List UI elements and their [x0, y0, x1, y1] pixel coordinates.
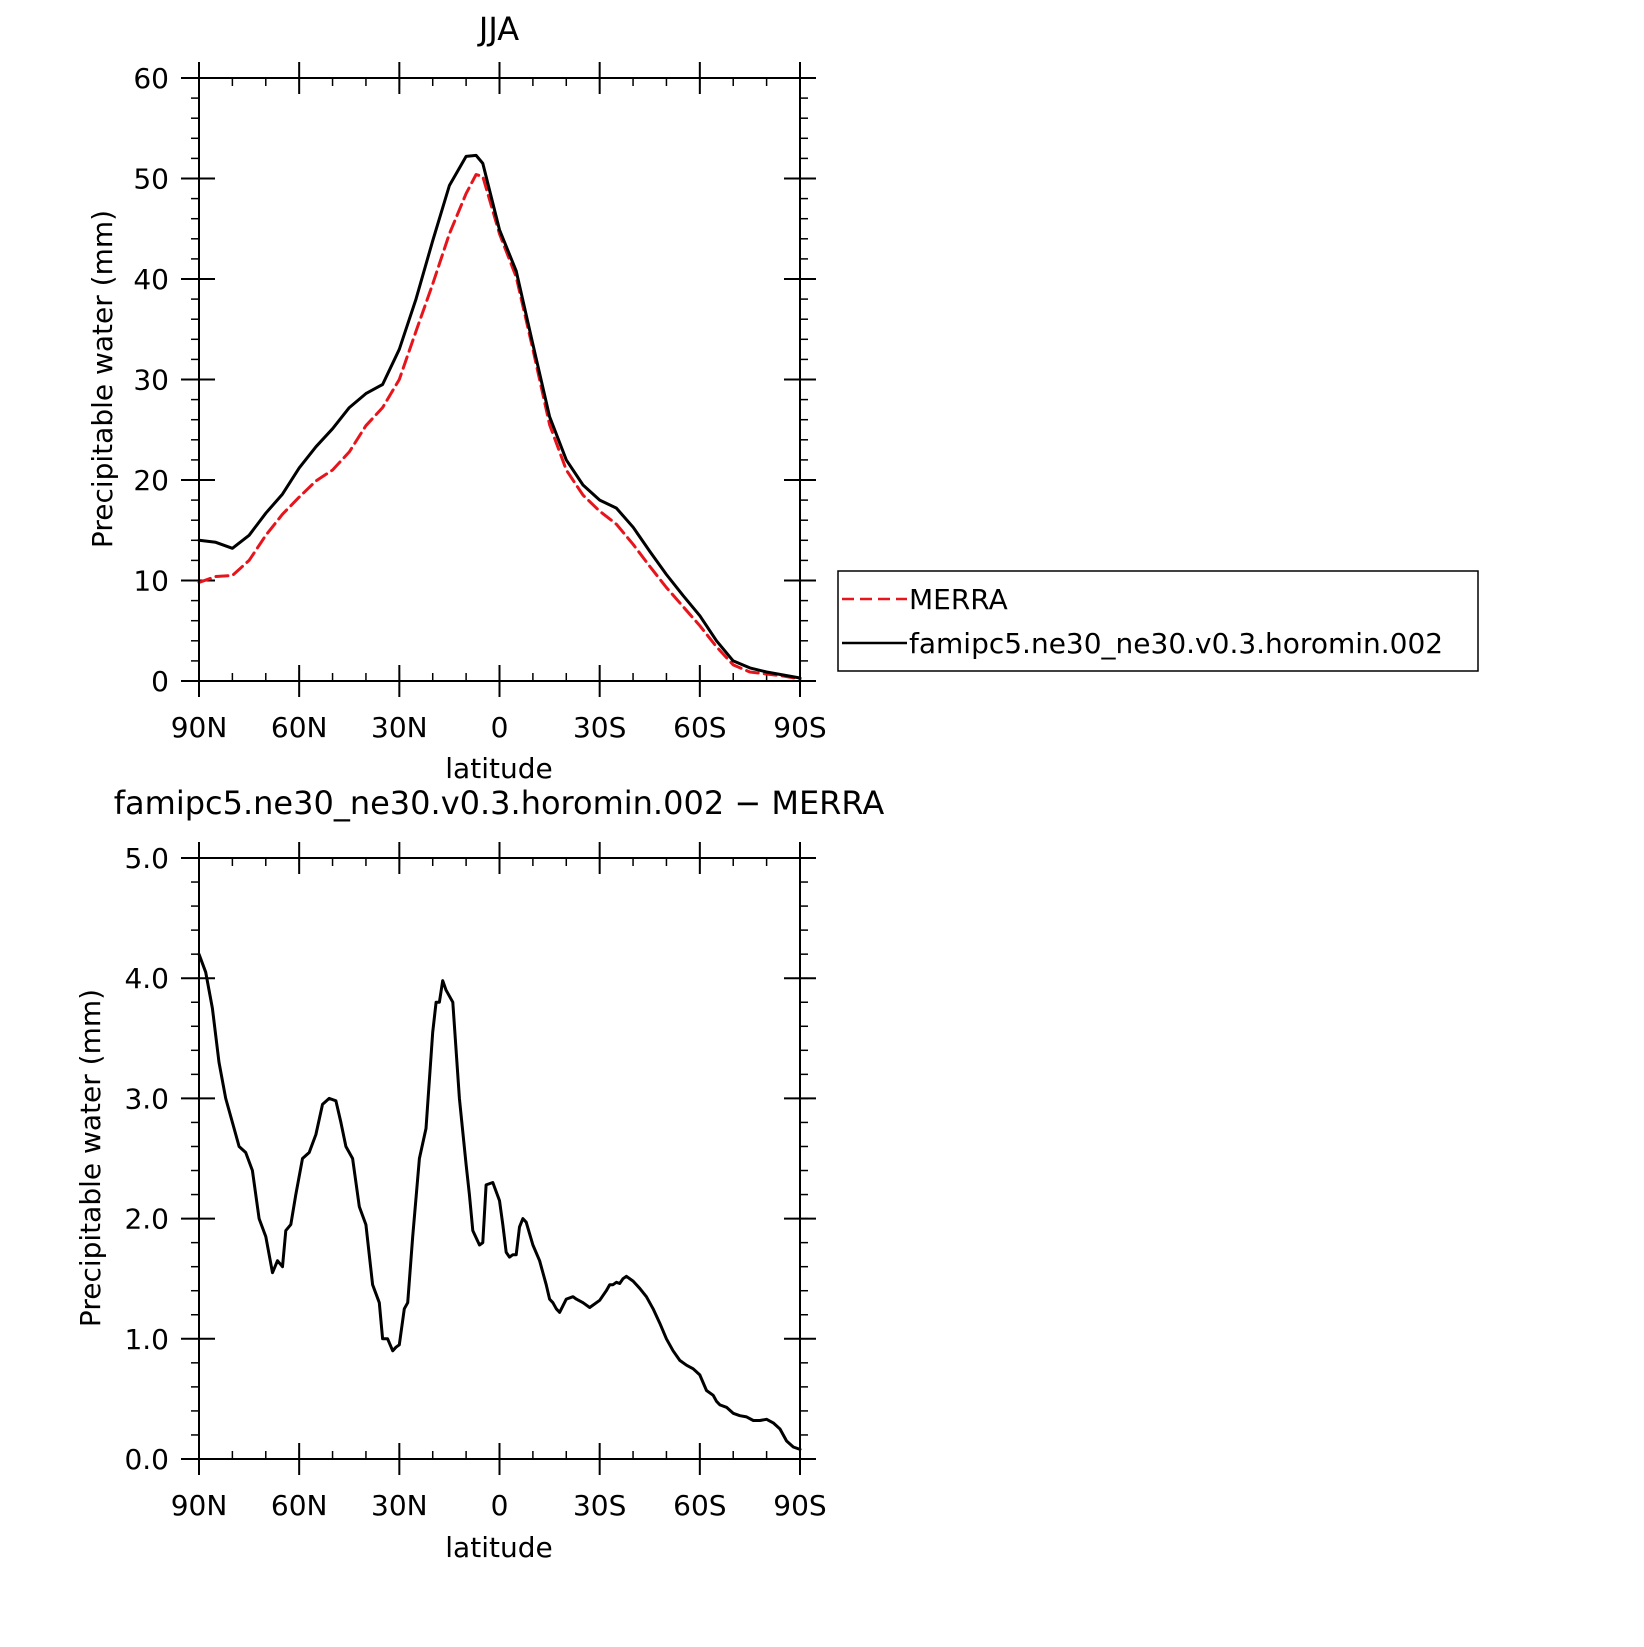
model-series-line — [197, 153, 802, 680]
top-panel-y-tick-label: 20 — [133, 464, 169, 497]
top-panel-y-tick-label: 50 — [133, 163, 169, 196]
bottom-panel-x-tick-label: 60S — [673, 1489, 726, 1522]
bottom-panel-x-tick-label: 30N — [371, 1489, 428, 1522]
bottom-panel-x-tick-label: 30S — [573, 1489, 626, 1522]
bottom-panel-y-tick-label: 1.0 — [124, 1323, 169, 1356]
bottom-panel-y-tick-label: 4.0 — [124, 962, 169, 995]
legend-label-model: famipc5.ne30_ne30.v0.3.horomin.002 — [909, 627, 1443, 660]
top-panel-y-tick-label: 40 — [133, 263, 169, 296]
top-panel: JJA latitude Precipitable water (mm) 90N… — [86, 10, 827, 785]
top-panel-x-tick-label: 60N — [271, 711, 328, 744]
top-panel-frame — [198, 77, 801, 682]
top-panel-y-tick-label: 10 — [133, 565, 169, 598]
bottom-panel-y-tick-label: 3.0 — [124, 1082, 169, 1115]
bottom-panel-x-tick-label: 0 — [491, 1489, 509, 1522]
bottom-panel-x-tick-label: 60N — [271, 1489, 328, 1522]
top-panel-plot-layer: 90N 60N 30N 0 30S 60S 90S 0 10 20 30 40 50 60 — [133, 62, 827, 744]
top-panel-title: JJA — [477, 10, 519, 48]
bottom-panel: famipc5.ne30_ne30.v0.3.horomin.002 − MER… — [74, 784, 884, 1564]
top-panel-y-axis-label: Precipitable water (mm) — [86, 210, 119, 548]
bottom-panel-title: famipc5.ne30_ne30.v0.3.horomin.002 − MER… — [114, 784, 885, 822]
bottom-panel-plot-layer: 90N 60N 30N 0 30S 60S 90S 0.0 1.0 2.0 3.0 4.0 5.0 — [124, 842, 827, 1522]
bottom-panel-x-axis-label: latitude — [445, 1531, 552, 1564]
bottom-panel-x-tick-label: 90S — [773, 1489, 826, 1522]
top-panel-x-tick-label: 30S — [573, 711, 626, 744]
bottom-panel-y-tick-label: 5.0 — [124, 842, 169, 875]
top-panel-y-tick-label: 30 — [133, 364, 169, 397]
legend-box — [837, 570, 1479, 672]
legend: MERRA famipc5.ne30_ne30.v0.3.horomin.002 — [837, 570, 1479, 672]
bottom-panel-frame — [198, 857, 801, 1460]
top-panel-y-tick-label: 0 — [151, 665, 169, 698]
bottom-panel-x-tick-label: 90N — [171, 1489, 228, 1522]
difference-series-line — [197, 952, 802, 1451]
bottom-panel-y-tick-label: 0.0 — [124, 1443, 169, 1476]
top-panel-x-tick-label: 90N — [171, 711, 228, 744]
top-panel-x-tick-label: 0 — [491, 711, 509, 744]
bottom-panel-y-axis-label: Precipitable water (mm) — [74, 989, 107, 1327]
top-panel-x-tick-label: 60S — [673, 711, 726, 744]
top-panel-y-tick-label: 60 — [133, 62, 169, 95]
bottom-panel-y-tick-label: 2.0 — [124, 1203, 169, 1236]
top-panel-x-axis-label: latitude — [445, 752, 552, 785]
legend-label-merra: MERRA — [909, 583, 1008, 616]
merra-series-line — [197, 173, 802, 681]
top-panel-x-tick-label: 90S — [773, 711, 826, 744]
top-panel-x-tick-label: 30N — [371, 711, 428, 744]
